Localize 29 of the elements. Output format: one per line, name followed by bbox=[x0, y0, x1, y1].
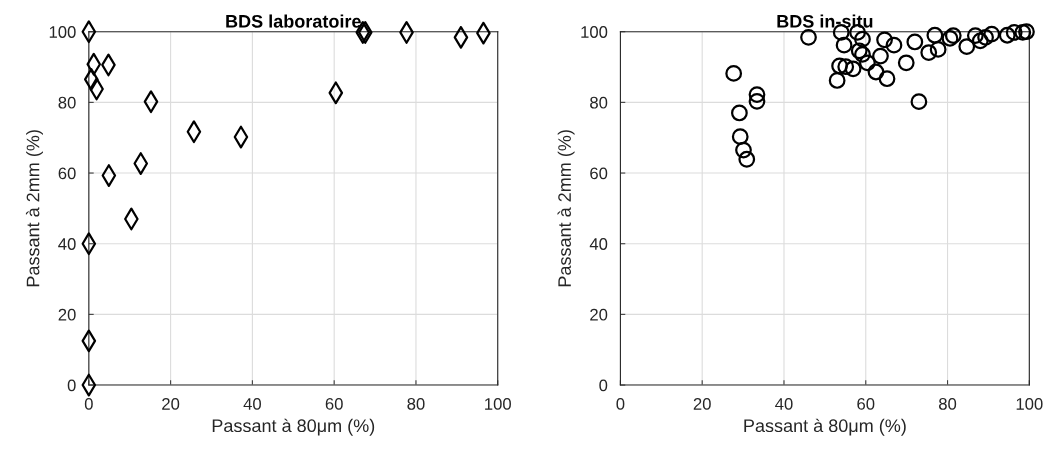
y-tick-label: 20 bbox=[590, 308, 608, 321]
y-tick-label: 80 bbox=[590, 96, 608, 109]
y-axis-title: Passant à 2mm (%) bbox=[25, 130, 43, 287]
x-tick-label: 40 bbox=[775, 397, 793, 410]
x-tick-label: 40 bbox=[243, 397, 262, 410]
x-tick-label: 60 bbox=[857, 397, 875, 410]
chart-title: BDS laboratoire bbox=[226, 14, 361, 28]
x-tick-label: 0 bbox=[84, 397, 93, 410]
y-tick-label: 100 bbox=[49, 26, 76, 38]
y-tick-label: 100 bbox=[581, 26, 608, 38]
y-tick-label: 40 bbox=[589, 238, 608, 250]
x-tick-label: 60 bbox=[325, 397, 343, 410]
x-tick-label: 100 bbox=[485, 397, 511, 410]
x-axis-title: Passant à 80μm (%) bbox=[212, 418, 375, 436]
y-axis-title: Passant à 2mm (%) bbox=[557, 130, 575, 287]
x-axis-title: Passant à 80μm (%) bbox=[744, 418, 906, 436]
x-tick-label: 20 bbox=[162, 397, 180, 410]
y-tick-label: 20 bbox=[58, 308, 76, 321]
x-tick-label: 20 bbox=[693, 397, 711, 410]
y-tick-label: 80 bbox=[58, 96, 76, 109]
y-tick-label: 60 bbox=[590, 167, 608, 180]
y-tick-label: 60 bbox=[58, 167, 76, 180]
x-tick-label: 80 bbox=[407, 397, 425, 410]
x-tick-label: 0 bbox=[616, 397, 625, 410]
x-tick-label: 80 bbox=[939, 397, 957, 410]
y-tick-label: 40 bbox=[58, 238, 76, 250]
x-tick-label: 100 bbox=[1016, 397, 1043, 410]
y-tick-label: 0 bbox=[599, 379, 608, 392]
y-tick-label: 0 bbox=[67, 379, 76, 392]
